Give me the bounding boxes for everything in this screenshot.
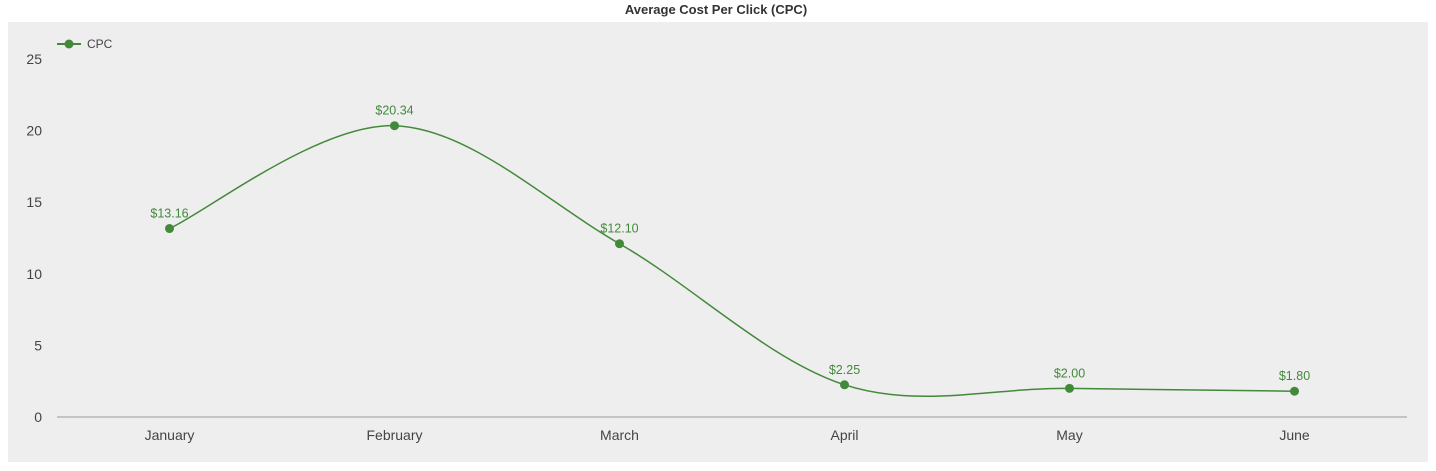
y-tick-label: 15 [26, 194, 42, 210]
x-axis-ticks: January February March April May June [145, 427, 1310, 443]
legend-label: CPC [87, 37, 113, 51]
y-tick-label: 10 [26, 266, 42, 282]
data-point[interactable] [1290, 386, 1299, 396]
data-label: $20.34 [375, 104, 413, 118]
x-tick-label: January [145, 427, 195, 443]
series-line-cpc [169, 124, 1295, 397]
y-axis-ticks: 0 5 10 15 20 25 [26, 51, 42, 425]
y-tick-label: 5 [34, 337, 42, 353]
y-tick-label: 25 [26, 51, 42, 67]
data-point[interactable] [840, 380, 849, 390]
legend-marker-icon [64, 39, 74, 49]
y-tick-label: 20 [26, 123, 42, 139]
data-point[interactable] [390, 121, 399, 131]
chart-title: Average Cost Per Click (CPC) [625, 2, 807, 17]
data-label: $2.00 [1054, 366, 1085, 380]
x-tick-label: February [366, 427, 422, 443]
x-tick-label: June [1279, 427, 1310, 443]
x-tick-label: April [830, 427, 858, 443]
legend: CPC [57, 37, 113, 51]
data-point[interactable] [615, 239, 624, 249]
data-point[interactable] [165, 224, 174, 234]
plot-background [8, 22, 1428, 462]
series-layer: $13.16 $20.34 $12.10 $2.25 $2.00 $1.80 [150, 104, 1310, 397]
x-tick-label: May [1056, 427, 1082, 443]
data-label: $12.10 [600, 222, 638, 236]
data-label: $2.25 [829, 363, 860, 377]
data-label: $13.16 [150, 207, 188, 221]
data-point[interactable] [1065, 383, 1074, 393]
x-tick-label: March [600, 427, 639, 443]
y-tick-label: 0 [34, 409, 42, 425]
data-label: $1.80 [1279, 369, 1310, 383]
